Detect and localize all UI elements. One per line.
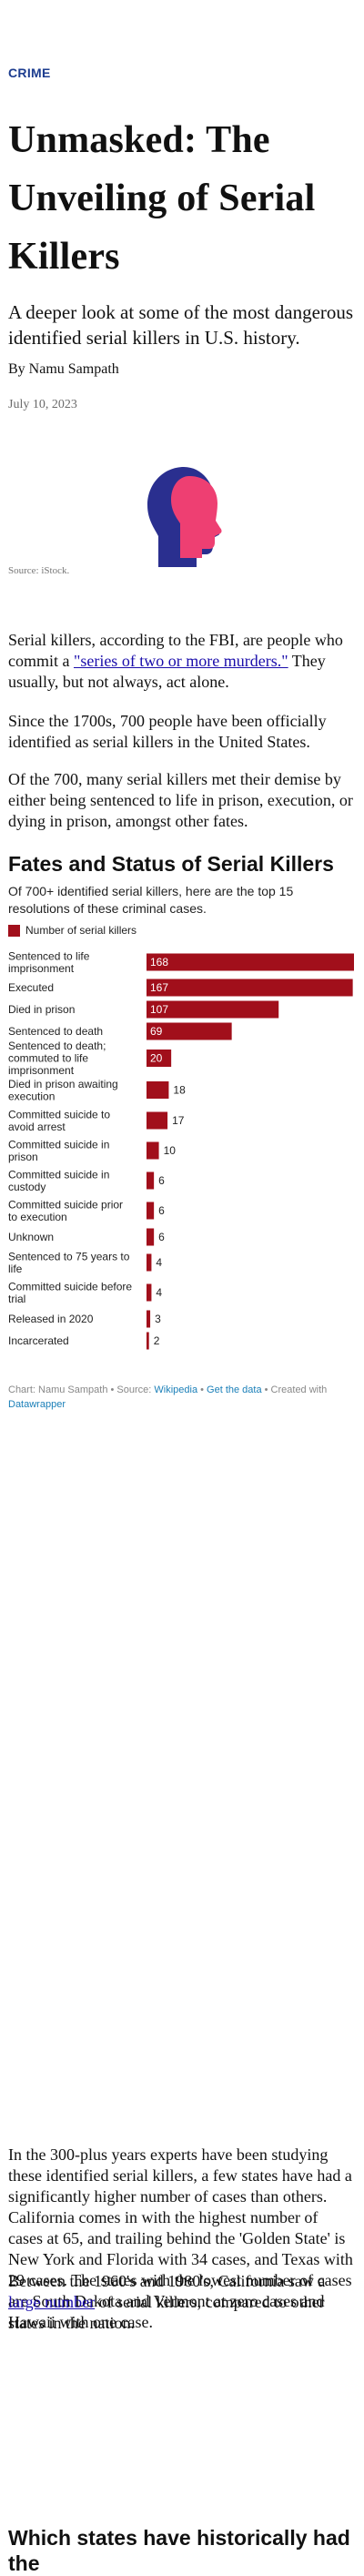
chart-legend: Number of serial killers — [8, 924, 356, 937]
paragraph-1-text-b: They usually, but not always, act alone. — [8, 652, 326, 691]
paragraph-5-text-b: of serial killers, compared to other sta… — [8, 2293, 325, 2332]
category-label: Incarcerated — [8, 1334, 69, 1347]
bar — [147, 1081, 169, 1099]
value-label: 10 — [164, 1144, 177, 1157]
credit-created: • Created with — [261, 1384, 328, 1395]
bar — [147, 1022, 232, 1040]
category-label: Sentenced to death — [8, 1025, 103, 1038]
value-label: 69 — [150, 1025, 163, 1038]
category-label: Sentenced to 75 years to life — [8, 1250, 130, 1275]
value-label: 167 — [150, 981, 168, 994]
bar — [147, 1202, 155, 1220]
paragraph-4: In the 300-plus years experts have been … — [8, 2145, 353, 2331]
get-the-data-link[interactable]: Get the data — [207, 1384, 262, 1395]
value-label: 6 — [158, 1231, 165, 1243]
category-label: Committed suicide in custody — [8, 1168, 109, 1193]
value-label: 4 — [156, 1286, 162, 1299]
paragraph-5: Between the 1960's and 1980's, Californi… — [8, 2271, 356, 2334]
credit-prefix: Chart: Namu Sampath • Source: — [8, 1384, 155, 1395]
chart-credits: Chart: Namu Sampath • Source: Wikipedia … — [8, 1383, 356, 1412]
category-label: Committed suicide in prison — [8, 1138, 109, 1163]
bar — [147, 1000, 279, 1019]
paragraph-5-text-a: Between the 1960's and 1980's, Californi… — [8, 2272, 326, 2290]
bar — [147, 1050, 172, 1067]
category-label: Released in 2020 — [8, 1313, 94, 1325]
value-label: 6 — [158, 1204, 165, 1217]
chart-title: Fates and Status of Serial Killers — [8, 852, 334, 876]
legend-label: Number of serial killers — [25, 924, 137, 937]
category-label: Executed — [8, 981, 54, 994]
category-label: Sentenced to death; commuted to life impri… — [8, 1040, 106, 1077]
two-faces-hero-image — [147, 467, 222, 567]
value-label: 20 — [150, 1052, 163, 1065]
fbi-definition-link[interactable]: "series of two or more murders." — [73, 652, 288, 670]
bar — [147, 953, 354, 971]
bar — [147, 1228, 155, 1246]
bar — [147, 1171, 155, 1190]
category-label: Committed suicide to avoid arrest — [8, 1108, 110, 1133]
credit-separator: • — [197, 1384, 207, 1395]
value-label: 2 — [154, 1334, 160, 1347]
value-label: 17 — [172, 1114, 185, 1127]
next-section-heading: Which states have historically had the — [8, 2526, 350, 2575]
category-label: Committed suicide before trial — [8, 1280, 132, 1305]
bar — [147, 1111, 168, 1130]
bar — [147, 1332, 149, 1350]
bar — [147, 979, 353, 997]
value-label: 107 — [150, 1003, 168, 1016]
value-label: 6 — [158, 1174, 165, 1187]
bar — [147, 1283, 152, 1302]
value-label: 3 — [155, 1313, 161, 1325]
value-label: 18 — [173, 1084, 186, 1097]
bar — [147, 1253, 152, 1272]
hero-pink-face — [171, 476, 222, 558]
category-label: Unknown — [8, 1231, 54, 1243]
bar — [147, 1141, 159, 1160]
article-subtitle: A deeper look at some of the most danger… — [8, 301, 354, 349]
category-label: Sentenced to life imprisonment — [8, 949, 90, 975]
category-label: Died in prison — [8, 1003, 75, 1016]
bar — [147, 1310, 151, 1328]
bar-chart: Sentenced to life imprisonment 168 Executed… — [8, 949, 354, 1350]
image-source: Source: iStock. — [8, 565, 70, 576]
paragraph-3: Of the 700, many serial killers met thei… — [8, 770, 353, 830]
datawrapper-link[interactable]: Datawrapper — [8, 1399, 66, 1410]
wikipedia-source-link[interactable]: Wikipedia — [154, 1384, 198, 1395]
paragraph-1: Serial killers, according to the FBI, ar… — [8, 630, 356, 693]
legend-swatch — [8, 924, 20, 937]
publish-date: July 10, 2023 — [8, 398, 77, 411]
chart-description: Of 700+ identified serial killers, here … — [8, 884, 294, 916]
category-label: Committed suicide prior to execution — [8, 1198, 123, 1223]
value-label: 168 — [150, 956, 168, 969]
large-number-link[interactable]: large number — [8, 2293, 96, 2311]
paragraph-1-text-a: Serial killers, according to the FBI, ar… — [8, 631, 343, 670]
category-kicker[interactable]: CRIME — [8, 66, 51, 80]
article-title: Unmasked: The Unveiling of Serial Killer… — [8, 119, 316, 278]
paragraph-2: Since the 1700s, 700 people have been of… — [8, 712, 327, 751]
byline: By Namu Sampath — [8, 361, 119, 377]
category-label: Died in prison awaiting execution — [8, 1078, 118, 1103]
value-label: 4 — [156, 1256, 162, 1269]
